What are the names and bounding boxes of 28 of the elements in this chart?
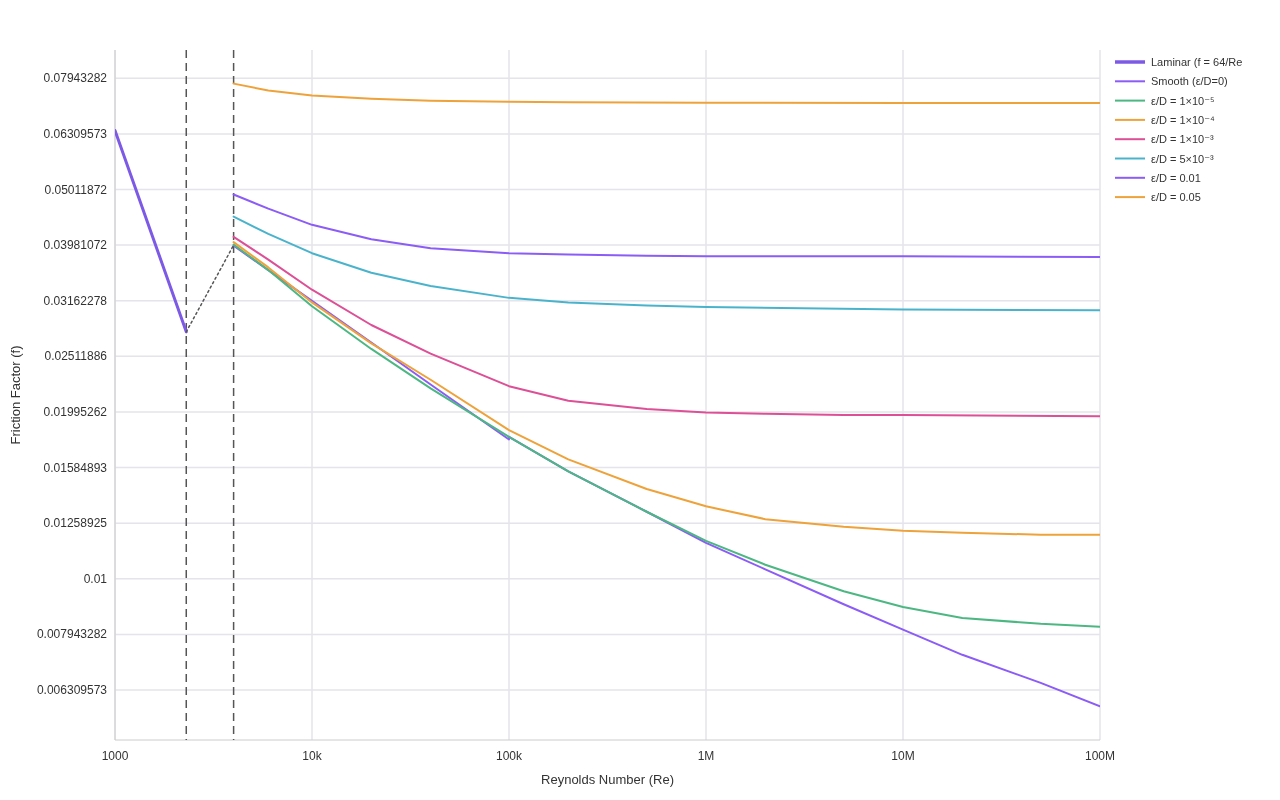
x-axis-title: Reynolds Number (Re) [541,772,674,787]
y-tick-label: 0.01 [83,571,108,586]
x-tick-label: 100M [1084,749,1116,763]
y-tick-label: 0.06309573 [43,126,108,141]
y-tick-label: 0.07943282 [43,71,108,86]
legend-label: ε/D = 1×10⁻³ [1151,133,1215,146]
y-tick-label: 0.007943282 [36,627,108,642]
legend-label: ε/D = 1×10⁻⁵ [1151,94,1215,107]
y-tick-label: 0.01584893 [43,460,108,475]
x-tick-label: 10k [302,749,323,763]
x-tick-label: 1000 [101,749,129,763]
x-tick-label: 1M [697,749,715,763]
x-tick-label: 100k [495,749,524,763]
legend-label: ε/D = 1×10⁻⁴ [1151,113,1216,126]
y-tick-label: 0.03162278 [43,293,108,308]
legend-label: Smooth (ε/D=0) [1151,75,1228,88]
legend-label: ε/D = 0.01 [1151,171,1201,184]
x-tick-label: 10M [891,749,915,763]
y-tick-label: 0.006309573 [36,683,108,698]
y-tick-label: 0.05011872 [44,182,108,197]
y-tick-label: 0.01995262 [43,404,108,419]
y-tick-label: 0.01258925 [43,516,108,531]
y-tick-label: 0.03981072 [43,238,108,253]
y-tick-label: 0.02511886 [44,349,108,364]
legend-label: Laminar (f = 64/Re [1151,56,1243,68]
legend-label: ε/D = 5×10⁻³ [1151,152,1215,165]
legend-label: ε/D = 0.05 [1151,191,1201,204]
y-axis-title: Friction Factor (f) [8,345,23,445]
